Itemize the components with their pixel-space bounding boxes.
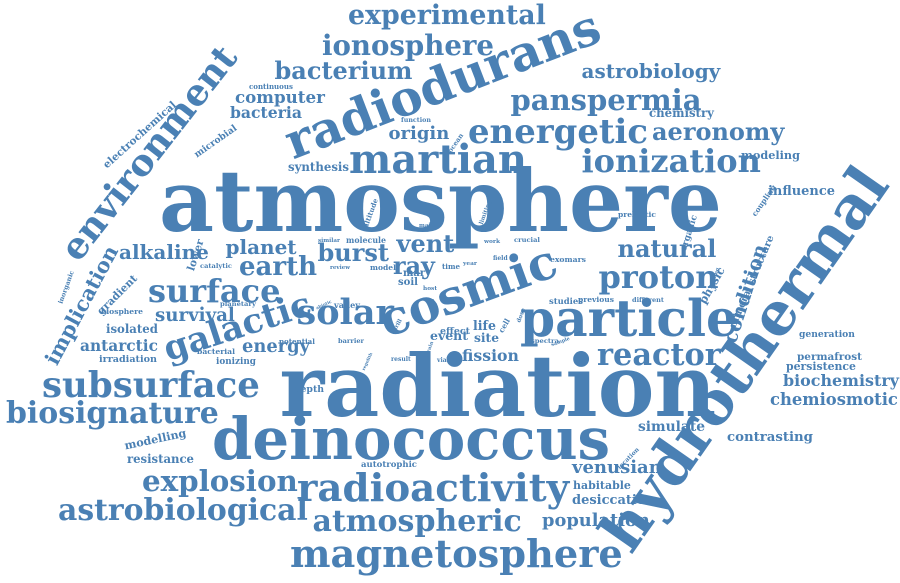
word-aeronomy: aeronomy bbox=[652, 117, 785, 146]
word-subsurface: subsurface bbox=[42, 365, 260, 406]
word-ionosphere: ionosphere bbox=[322, 29, 494, 62]
word-ionization: ionization bbox=[581, 142, 761, 180]
word-isolated: isolated bbox=[106, 322, 158, 336]
word-planetary: planetary bbox=[220, 299, 256, 308]
word-crucial: crucial bbox=[514, 236, 540, 244]
word-surface: surface bbox=[148, 272, 281, 310]
word-bacterium: bacterium bbox=[274, 56, 413, 85]
word-persistence: persistence bbox=[786, 360, 856, 373]
word-catalytic: catalytic bbox=[200, 261, 232, 270]
word-origin: origin bbox=[388, 123, 450, 144]
word-atmosphere: atmosphere bbox=[159, 152, 723, 252]
word-spectra: spectra bbox=[531, 337, 559, 345]
word-burst: burst bbox=[317, 238, 389, 267]
word-soil: soil bbox=[398, 277, 418, 288]
word-similar: similar bbox=[318, 238, 340, 244]
word-proton: proton bbox=[598, 258, 719, 296]
word-viable: viable bbox=[437, 357, 457, 364]
word-contrasting: contrasting bbox=[727, 430, 813, 445]
word-valley: valley bbox=[334, 299, 360, 310]
word-year: year bbox=[463, 260, 478, 267]
word-natural: natural bbox=[617, 234, 717, 263]
word-studies: studies bbox=[549, 295, 583, 306]
word-field: field bbox=[493, 255, 508, 262]
word-barrier: barrier bbox=[338, 336, 365, 345]
word-biochemistry: biochemistry bbox=[783, 371, 899, 390]
word-major: major bbox=[419, 223, 437, 229]
word-fission: fission bbox=[462, 346, 519, 365]
word-ray: ray bbox=[393, 252, 435, 280]
word-solar: solar bbox=[296, 292, 394, 333]
word-molecule: molecule bbox=[346, 235, 387, 245]
word-synthesis: synthesis bbox=[288, 159, 349, 174]
word-radiation: radiation bbox=[279, 337, 717, 437]
word-bacteria: bacteria bbox=[230, 103, 302, 122]
word-desiccation: desiccation bbox=[572, 492, 655, 508]
word-earth: earth bbox=[239, 252, 317, 282]
word-result: result bbox=[391, 356, 411, 363]
word-event: event bbox=[430, 327, 469, 343]
word-permafrost: permafrost bbox=[797, 350, 862, 363]
word-chemistry: chemistry bbox=[649, 106, 714, 120]
word-explosion: explosion bbox=[142, 462, 298, 498]
word-habitable: habitable bbox=[573, 478, 631, 492]
word-irradiation: irradiation bbox=[99, 354, 157, 365]
word-generation: generation bbox=[799, 328, 855, 340]
word-astrobiology: astrobiology bbox=[581, 59, 721, 83]
word-vent: vent bbox=[396, 229, 455, 258]
word-ionizing: ionizing bbox=[216, 357, 256, 367]
word-venusian: venusian bbox=[572, 457, 662, 478]
word-deinococcus: deinococcus bbox=[212, 405, 611, 473]
word-potential: potential bbox=[279, 336, 315, 346]
word-astrobiological: astrobiological bbox=[58, 493, 308, 528]
word-biosphere: biosphere bbox=[101, 306, 143, 316]
word-resistance: resistance bbox=[127, 451, 194, 466]
word-computer: computer bbox=[235, 86, 325, 107]
word-loss: loss bbox=[425, 297, 435, 302]
word-experimental: experimental bbox=[348, 0, 546, 31]
word-review: review bbox=[330, 265, 350, 271]
word-site: site bbox=[474, 330, 500, 345]
word-different: different bbox=[632, 295, 664, 304]
word-effect: effect bbox=[440, 325, 471, 337]
word-work: work bbox=[484, 238, 500, 245]
word-bacterial: bacterial bbox=[197, 346, 235, 356]
word-depth: depth bbox=[294, 383, 325, 395]
word-previous: previous bbox=[578, 295, 614, 304]
word-function: function bbox=[401, 116, 431, 124]
word-influence: influence bbox=[768, 184, 835, 199]
word-continuous: continuous bbox=[249, 82, 293, 91]
word-particle: particle bbox=[520, 289, 738, 348]
word-model: model bbox=[370, 263, 396, 272]
word-planet: planet bbox=[225, 235, 297, 259]
word-panspermia: panspermia bbox=[510, 83, 702, 117]
word-prebiotic: prebiotic bbox=[618, 210, 656, 219]
word-martian: martian bbox=[349, 136, 527, 183]
word-alkaline: alkaline bbox=[119, 240, 209, 264]
word-coupling: coupling bbox=[749, 182, 778, 218]
word-modeling: modeling bbox=[741, 147, 800, 162]
word-survival: survival bbox=[155, 305, 235, 326]
word-autotrophic: autotrophic bbox=[361, 460, 417, 470]
word-simulate: simulate bbox=[638, 419, 705, 435]
word-antarctic: antarctic bbox=[80, 336, 158, 355]
word-mar: mar bbox=[403, 268, 426, 279]
word-life: life bbox=[473, 317, 496, 333]
word-radioactivity: radioactivity bbox=[297, 465, 570, 511]
word-time: time bbox=[442, 262, 460, 271]
word-population: population bbox=[542, 510, 650, 531]
word-biosignature: biosignature bbox=[6, 396, 219, 431]
word-reactor: reactor bbox=[597, 337, 721, 373]
word-energetic: energetic bbox=[468, 111, 649, 151]
word-chemiosmotic: chemiosmotic bbox=[770, 390, 898, 409]
word-atmospheric: atmospheric bbox=[312, 504, 522, 539]
word-cell: cell bbox=[496, 316, 512, 334]
word-exomars: exomars bbox=[550, 255, 586, 264]
word-energy: energy bbox=[242, 336, 310, 357]
word-host: host bbox=[423, 286, 437, 292]
word-magnetosphere: magnetosphere bbox=[290, 532, 623, 577]
